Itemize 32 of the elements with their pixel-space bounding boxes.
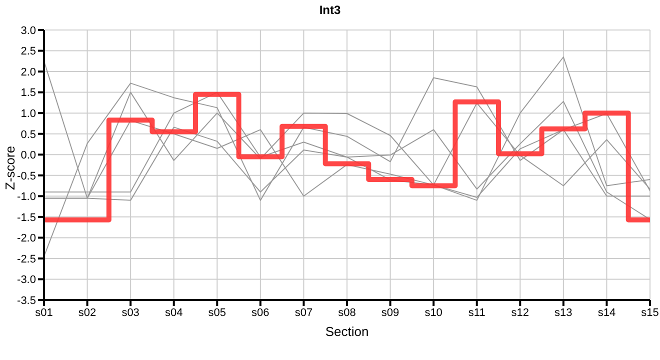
y-tick-label: 1.5 xyxy=(20,87,36,100)
x-tick-label: s13 xyxy=(554,306,572,319)
chart-title: Int3 xyxy=(318,3,342,17)
x-tick-label: s12 xyxy=(511,306,530,319)
y-tick-label: 0.0 xyxy=(20,150,36,162)
y-tick-label: -0.5 xyxy=(17,170,36,182)
x-tick-label: s02 xyxy=(78,306,96,319)
x-tick-label: s06 xyxy=(252,306,270,319)
x-tick-label: s11 xyxy=(468,306,486,319)
y-tick-label: 2.5 xyxy=(20,46,36,58)
y-tick-label: 0.5 xyxy=(20,128,36,141)
x-tick-label: s08 xyxy=(338,306,356,319)
y-tick-label: -1.5 xyxy=(17,212,36,224)
x-tick-label: s05 xyxy=(208,306,226,319)
y-tick-label: 2.0 xyxy=(20,66,36,78)
y-tick-label: 3.0 xyxy=(20,24,36,37)
y-tick-label: -2.5 xyxy=(17,253,36,266)
y-tick-label: -2.0 xyxy=(17,232,36,245)
y-tick-label: -1.0 xyxy=(17,191,36,204)
x-tick-label: s10 xyxy=(424,306,442,319)
y-axis-title: Z-score xyxy=(2,146,18,190)
x-tick-label: s09 xyxy=(381,306,400,319)
x-tick-label: s14 xyxy=(598,306,616,319)
x-tick-label: s01 xyxy=(35,306,53,319)
x-axis-title: Section xyxy=(325,324,369,339)
y-tick-label: -3.5 xyxy=(17,294,36,307)
x-tick-label: s03 xyxy=(122,306,140,319)
y-tick-label: 1.0 xyxy=(20,108,36,120)
x-tick-label: s15 xyxy=(641,306,659,319)
y-tick-label: -3.0 xyxy=(17,274,36,286)
x-tick-label: s07 xyxy=(294,306,313,319)
x-tick-label: s04 xyxy=(164,306,183,319)
